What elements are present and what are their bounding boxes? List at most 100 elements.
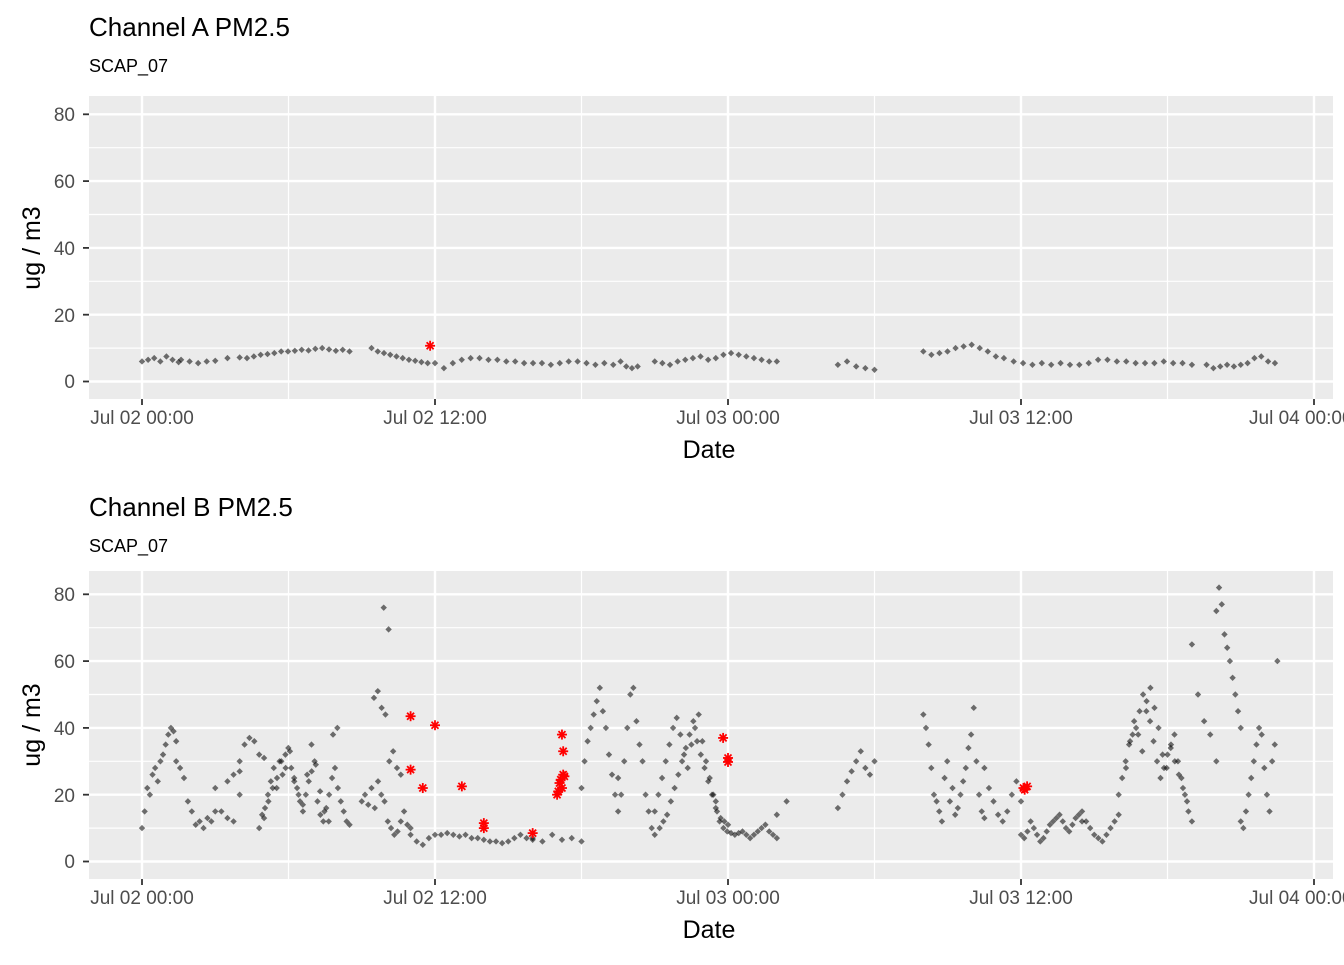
data-point — [663, 811, 671, 818]
data-point — [659, 359, 666, 367]
data-point — [224, 814, 231, 822]
data-point — [920, 348, 927, 355]
data-point — [405, 356, 413, 363]
data-point — [693, 738, 701, 745]
data-point — [630, 684, 637, 692]
data-point — [170, 728, 177, 735]
data-point — [343, 818, 350, 825]
data-point — [316, 788, 324, 795]
data-point — [1250, 758, 1258, 765]
data-point — [1139, 691, 1147, 698]
data-point — [339, 346, 346, 353]
data-point — [624, 724, 631, 732]
data-point — [293, 784, 301, 792]
data-point — [1104, 356, 1111, 363]
data-point — [1159, 751, 1166, 758]
data-point — [192, 821, 199, 828]
data-point — [642, 791, 649, 798]
data-point — [593, 697, 600, 705]
data-point — [852, 363, 860, 370]
data-point — [311, 758, 318, 765]
grid-lines — [83, 96, 1333, 405]
data-point — [992, 353, 1000, 360]
data-point — [449, 359, 457, 367]
data-point — [505, 838, 512, 845]
data-point — [374, 687, 381, 695]
data-point — [303, 771, 311, 778]
data-point — [938, 818, 946, 825]
data-point — [1200, 718, 1208, 725]
data-point — [1160, 358, 1167, 365]
data-point — [291, 778, 298, 785]
data-point — [440, 364, 448, 372]
data-point — [1017, 831, 1025, 838]
data-point — [308, 768, 315, 775]
data-point — [1237, 724, 1244, 732]
data-point — [385, 626, 392, 633]
data-point — [151, 764, 159, 772]
data-point — [1111, 818, 1118, 825]
data-point — [1157, 774, 1164, 782]
data-point — [610, 361, 617, 368]
data-point — [1066, 361, 1074, 368]
data-point — [397, 771, 405, 778]
data-point — [374, 348, 381, 355]
data-point — [1115, 811, 1122, 818]
data-point — [758, 356, 765, 363]
y-tick-label: 80 — [54, 105, 75, 126]
data-point — [358, 798, 365, 805]
outlier-stroke — [430, 721, 440, 730]
data-point — [277, 348, 285, 355]
data-point — [492, 838, 500, 845]
data-point — [299, 808, 307, 815]
data-point — [682, 744, 690, 752]
data-point — [264, 791, 272, 798]
data-point — [230, 771, 237, 778]
data-point — [1213, 758, 1220, 765]
data-point — [1095, 834, 1102, 842]
data-point — [843, 778, 851, 785]
data-point — [517, 831, 524, 838]
data-point — [981, 764, 988, 772]
data-point — [186, 358, 193, 365]
data-point — [1181, 791, 1189, 798]
data-point — [380, 604, 387, 611]
data-point — [329, 731, 337, 738]
outlier-stroke — [418, 783, 427, 793]
data-point — [1075, 811, 1083, 818]
data-point — [340, 808, 347, 815]
data-point — [695, 711, 702, 718]
data-point — [1188, 361, 1196, 368]
y-tick-label: 20 — [54, 306, 75, 327]
data-point — [1221, 631, 1228, 638]
data-point — [400, 808, 408, 815]
data-point — [424, 359, 431, 367]
data-point — [633, 718, 640, 725]
data-point — [1223, 644, 1231, 651]
data-point — [1244, 359, 1251, 367]
data-point — [766, 358, 773, 365]
data-point — [273, 774, 281, 782]
data-point — [712, 354, 719, 362]
data-point — [1179, 784, 1187, 792]
data-point — [1164, 751, 1171, 758]
data-point — [368, 784, 375, 792]
data-point — [1126, 738, 1134, 745]
data-point — [212, 808, 219, 815]
data-point — [968, 341, 975, 348]
y-tick-label: 60 — [54, 172, 75, 193]
data-point — [480, 836, 488, 843]
data-point — [691, 724, 699, 732]
data-point — [1242, 808, 1250, 815]
data-point — [308, 741, 315, 748]
data-point — [1185, 808, 1192, 815]
data-point — [1240, 824, 1247, 832]
data-point — [498, 839, 506, 847]
data-point — [976, 344, 983, 352]
data-point — [1253, 741, 1260, 748]
data-point — [651, 358, 658, 365]
data-point — [1094, 356, 1102, 363]
plot-panel — [89, 571, 1333, 879]
data-point — [990, 798, 997, 805]
data-point — [288, 764, 295, 772]
